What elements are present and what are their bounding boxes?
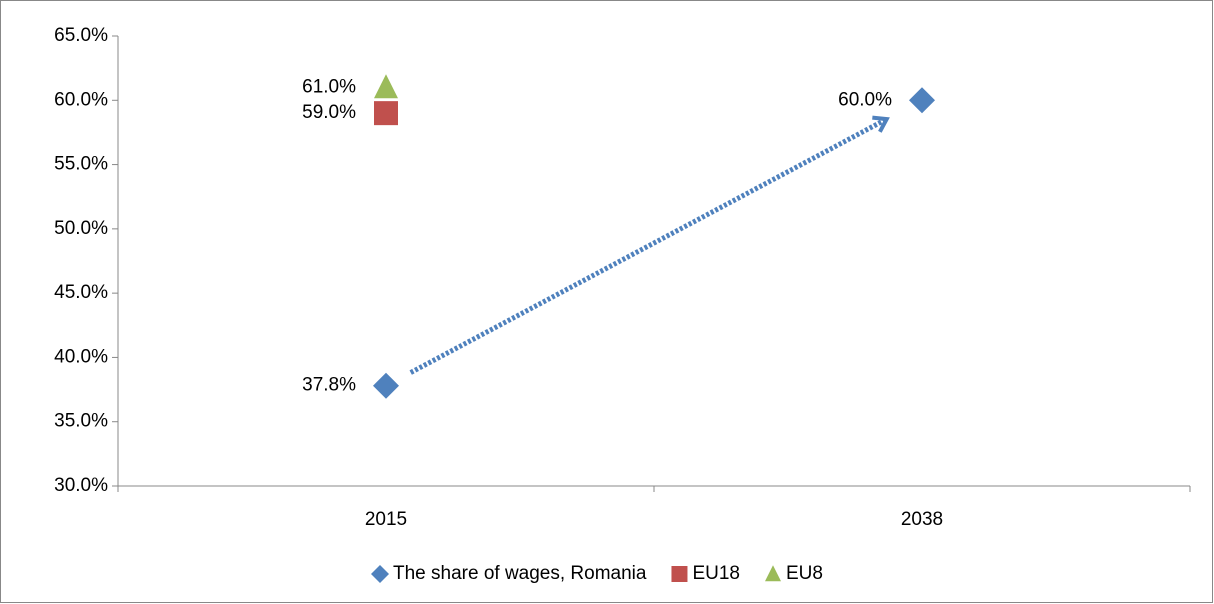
x-tick-label: 2038 — [901, 509, 943, 530]
y-tick-label: 65.0% — [54, 25, 108, 46]
data-label: 59.0% — [302, 102, 356, 123]
y-tick-label: 30.0% — [54, 475, 108, 496]
data-point — [373, 372, 399, 399]
data-label: 37.8% — [302, 375, 356, 396]
data-label: 60.0% — [838, 89, 892, 110]
data-label: 61.0% — [302, 76, 356, 97]
legend-marker — [371, 565, 389, 583]
data-point — [374, 101, 398, 126]
y-tick-label: 35.0% — [54, 411, 108, 432]
y-tick-label: 55.0% — [54, 154, 108, 175]
y-tick-label: 40.0% — [54, 346, 108, 367]
data-point — [374, 74, 398, 99]
x-tick-label: 2015 — [365, 509, 407, 530]
legend-label: EU18 — [692, 563, 740, 584]
y-tick-label: 60.0% — [54, 89, 108, 110]
legend-marker — [765, 565, 781, 582]
data-point — [909, 87, 935, 114]
legend-label: EU8 — [786, 563, 823, 584]
y-tick-label: 45.0% — [54, 282, 108, 303]
trend-arrow — [409, 115, 890, 375]
legend-marker — [671, 566, 688, 582]
y-tick-label: 50.0% — [54, 218, 108, 239]
legend-label: The share of wages, Romania — [393, 563, 647, 584]
